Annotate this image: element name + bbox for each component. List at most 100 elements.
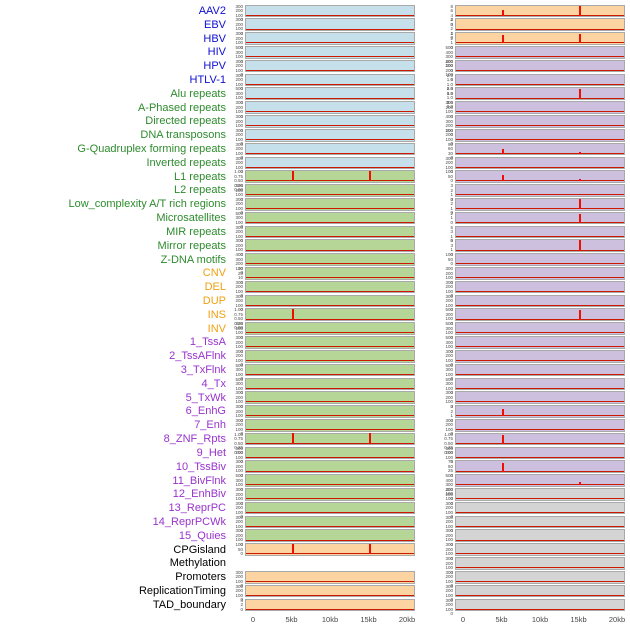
y-tick-label: 200 <box>445 532 453 538</box>
left-panel-wrap: 500 300 100 0 <box>235 377 415 395</box>
y-tick-label: 100 <box>235 12 243 18</box>
y-tick-label: 300 <box>445 118 453 124</box>
track-row: INV 300 200 100 0 500 300 100 0 <box>0 322 630 339</box>
y-axis-ticks: 500 300 100 0 <box>227 474 243 492</box>
y-tick-label: 100 <box>235 81 243 87</box>
y-axis-ticks: 75 50 25 0 <box>437 460 453 478</box>
right-track-panel <box>455 529 625 543</box>
signal-baseline <box>246 263 414 265</box>
y-tick-label: 100 <box>235 150 243 156</box>
right-track-panel <box>455 570 625 584</box>
y-tick-label: 300 <box>235 31 243 37</box>
y-tick-label: 0 <box>450 21 453 27</box>
y-tick-label: 100 <box>235 523 243 529</box>
y-axis-ticks: 300 200 100 0 <box>437 488 453 506</box>
y-tick-label: 25 <box>447 468 453 474</box>
y-tick-label: 300 <box>235 445 243 451</box>
x-tick-label: 20kb <box>608 614 626 624</box>
track-label: A-Phased repeats <box>137 101 226 114</box>
right-track-panel <box>455 584 625 598</box>
signal-baseline <box>456 525 624 527</box>
left-track-panel <box>245 32 415 45</box>
y-tick-label: 3 <box>450 229 453 235</box>
left-track-panel <box>245 239 415 253</box>
left-track-panel <box>245 267 415 280</box>
y-tick-label: 0.0 <box>446 90 453 96</box>
signal-baseline <box>456 166 624 168</box>
y-tick-label: 0.75 <box>234 173 243 179</box>
signal-spike <box>578 199 581 210</box>
y-tick-label: 200 <box>445 270 453 276</box>
track-row: HIV 500 300 100 0 500 400 300 200 100 0 <box>0 45 630 72</box>
track-row: G-Quadruplex forming repeats 300 200 100 0 90… <box>0 142 630 160</box>
y-tick-label: 0.50 <box>234 178 243 184</box>
signal-baseline <box>246 221 414 223</box>
signal-spike <box>291 170 294 182</box>
signal-spike <box>501 34 504 44</box>
y-axis-ticks: 300 200 100 0 <box>227 156 243 174</box>
y-tick-label: 50 <box>447 173 453 179</box>
y-tick-label: 0.25 <box>234 182 243 188</box>
y-tick-label: 100 <box>235 537 243 543</box>
y-tick-label: 300 <box>235 58 243 64</box>
y-tick-label: 0 <box>240 270 243 276</box>
y-tick-label: 100 <box>235 219 243 225</box>
right-track-panel <box>455 18 625 32</box>
left-track-panel <box>245 405 415 418</box>
track-label: Inverted repeats <box>146 156 227 169</box>
y-tick-label: 4 <box>450 17 453 23</box>
y-tick-label: 500 <box>445 335 453 341</box>
right-panel-wrap: 500 400 300 200 100 0 <box>445 46 625 72</box>
y-axis-ticks: 300 200 100 0 <box>227 336 243 354</box>
left-panel-wrap: 300 200 100 0 <box>235 184 415 201</box>
right-panel-wrap: 300 200 100 0 <box>445 101 625 118</box>
y-tick-label: 100 <box>235 302 243 308</box>
y-axis-ticks: 300 200 100 0 <box>227 488 243 506</box>
left-track-panel <box>245 128 415 142</box>
left-track-panel <box>245 59 415 73</box>
y-tick-label: 100 <box>235 578 243 584</box>
y-tick-label: 300 <box>235 215 243 221</box>
signal-baseline <box>246 401 414 403</box>
right-track-panel <box>455 418 625 432</box>
y-tick-label: 200 <box>235 261 243 267</box>
y-tick-label: 1 <box>450 30 453 36</box>
y-tick-label: 6 <box>450 8 453 14</box>
y-tick-label: 200 <box>445 422 453 428</box>
right-track-panel <box>455 474 625 487</box>
y-tick-label: 0 <box>240 127 243 133</box>
y-axis-ticks: 1.00 0.75 0.50 0.25 0.00 <box>227 308 243 330</box>
signal-baseline <box>246 511 414 513</box>
y-tick-label: 200 <box>235 132 243 138</box>
y-axis-ticks: 300 200 100 0 <box>437 101 453 119</box>
track-row: Low_complexity A/T rich regions 300 200 100… <box>0 197 630 215</box>
y-tick-label: 200 <box>235 35 243 41</box>
right-panel-wrap: 500 300 100 0 <box>445 308 625 326</box>
y-tick-label: 0 <box>450 611 453 617</box>
y-tick-label: 0 <box>450 178 453 184</box>
y-tick-label: 0 <box>450 251 453 257</box>
signal-baseline <box>456 97 624 99</box>
y-tick-label: 0 <box>450 376 453 382</box>
left-track-panel <box>245 432 415 446</box>
y-tick-label: 300 <box>235 17 243 23</box>
y-tick-label: 0 <box>450 44 453 50</box>
signal-baseline <box>456 125 624 127</box>
signal-baseline <box>456 373 624 375</box>
y-axis-ticks: 500 300 100 0 <box>437 377 453 395</box>
y-tick-label: 200 <box>445 486 453 492</box>
y-tick-label: 100 <box>445 371 453 377</box>
y-axis-ticks: 500 300 100 0 <box>227 210 243 229</box>
y-tick-label: 200 <box>445 160 453 166</box>
signal-baseline <box>456 401 624 403</box>
y-axis-ticks: 500 300 100 0 <box>437 308 453 326</box>
y-axis-ticks: 500 300 100 0 <box>227 377 243 395</box>
y-axis-ticks: 1.00 0.75 0.50 0.25 0.00 <box>227 170 243 192</box>
left-panel-wrap: 500 300 100 0 <box>235 363 415 381</box>
track-label: 3_TxFlnk <box>180 364 226 377</box>
y-tick-label: 100 <box>235 357 243 363</box>
y-tick-label: 0 <box>450 495 453 501</box>
right-panel-wrap: 500 300 100 0 <box>445 363 625 381</box>
track-row: 12_EnhBiv 300 200 100 0 300 200 100 0 <box>0 487 630 506</box>
y-tick-label: 500 <box>235 210 243 216</box>
